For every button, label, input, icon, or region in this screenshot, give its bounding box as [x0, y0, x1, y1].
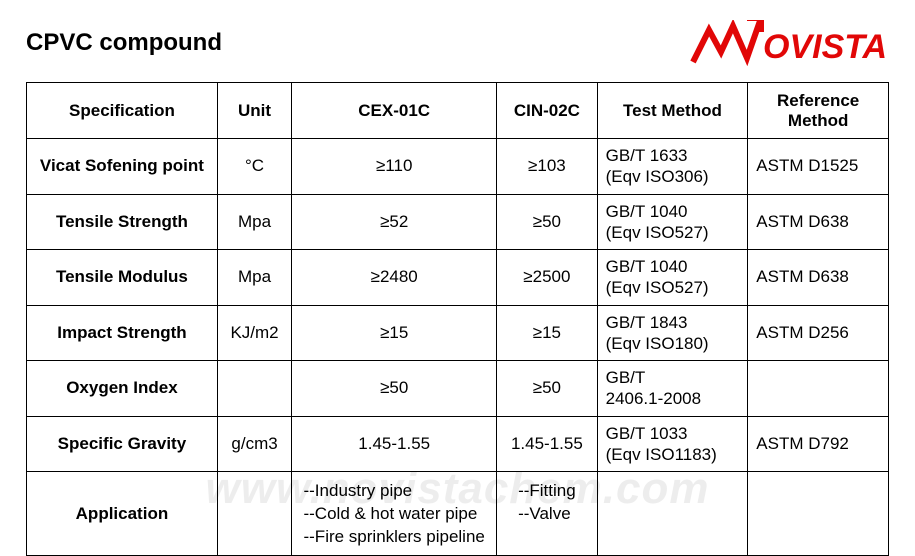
cell-cex: ≥52: [292, 194, 497, 250]
cell-unit: KJ/m2: [217, 305, 291, 361]
table-row: Oxygen Index≥50≥50GB/T2406.1-2008: [27, 361, 889, 417]
cell-cex: ≥15: [292, 305, 497, 361]
cell-ref: [748, 472, 889, 556]
cell-cin: 1.45-1.55: [497, 416, 597, 472]
cell-cex: ≥50: [292, 361, 497, 417]
table-row: Vicat Sofening point°C≥110≥103GB/T 1633(…: [27, 139, 889, 195]
cell-cex: ≥2480: [292, 250, 497, 306]
page-title: CPVC compound: [26, 29, 222, 57]
header-row: Specification Unit CEX-01C CIN-02C Test …: [27, 83, 889, 139]
cell-test: GB/T 1040(Eqv ISO527): [597, 194, 748, 250]
table-row-application: Application --Industry pipe--Cold & hot w…: [27, 472, 889, 556]
col-test-method: Test Method: [597, 83, 748, 139]
cell-test: GB/T2406.1-2008: [597, 361, 748, 417]
cell-spec: Vicat Sofening point: [27, 139, 218, 195]
table-row: Tensile ModulusMpa≥2480≥2500GB/T 1040(Eq…: [27, 250, 889, 306]
col-reference-method: ReferenceMethod: [748, 83, 889, 139]
cell-cin: ≥50: [497, 361, 597, 417]
cell-test: GB/T 1633(Eqv ISO306): [597, 139, 748, 195]
logo: OVISTA: [689, 20, 889, 66]
cell-cin: --Fitting--Valve: [497, 472, 597, 556]
cell-spec: Application: [27, 472, 218, 556]
cell-test: GB/T 1040(Eqv ISO527): [597, 250, 748, 306]
cell-cin: ≥15: [497, 305, 597, 361]
cell-ref: ASTM D638: [748, 250, 889, 306]
cell-spec: Tensile Modulus: [27, 250, 218, 306]
cell-cex: 1.45-1.55: [292, 416, 497, 472]
table-row: Impact StrengthKJ/m2≥15≥15GB/T 1843(Eqv …: [27, 305, 889, 361]
cell-unit: °C: [217, 139, 291, 195]
cell-test: GB/T 1033(Eqv ISO1183): [597, 416, 748, 472]
cell-ref: ASTM D1525: [748, 139, 889, 195]
col-unit: Unit: [217, 83, 291, 139]
table-row: Specific Gravityg/cm31.45-1.551.45-1.55G…: [27, 416, 889, 472]
cell-unit: [217, 472, 291, 556]
cell-spec: Oxygen Index: [27, 361, 218, 417]
cell-spec: Tensile Strength: [27, 194, 218, 250]
cell-spec: Impact Strength: [27, 305, 218, 361]
col-specification: Specification: [27, 83, 218, 139]
logo-text: OVISTA: [763, 28, 887, 66]
cell-unit: [217, 361, 291, 417]
col-cex: CEX-01C: [292, 83, 497, 139]
cell-cex: --Industry pipe--Cold & hot water pipe--…: [292, 472, 497, 556]
cell-spec: Specific Gravity: [27, 416, 218, 472]
cell-ref: [748, 361, 889, 417]
cell-cin: ≥50: [497, 194, 597, 250]
cell-unit: Mpa: [217, 250, 291, 306]
cell-ref: ASTM D256: [748, 305, 889, 361]
cell-test: [597, 472, 748, 556]
cell-ref: ASTM D792: [748, 416, 889, 472]
cell-unit: g/cm3: [217, 416, 291, 472]
table-row: Tensile StrengthMpa≥52≥50GB/T 1040(Eqv I…: [27, 194, 889, 250]
cell-ref: ASTM D638: [748, 194, 889, 250]
cell-cex: ≥110: [292, 139, 497, 195]
cell-test: GB/T 1843(Eqv ISO180): [597, 305, 748, 361]
spec-table: Specification Unit CEX-01C CIN-02C Test …: [26, 82, 889, 556]
cell-cin: ≥103: [497, 139, 597, 195]
cell-cin: ≥2500: [497, 250, 597, 306]
col-cin: CIN-02C: [497, 83, 597, 139]
cell-unit: Mpa: [217, 194, 291, 250]
